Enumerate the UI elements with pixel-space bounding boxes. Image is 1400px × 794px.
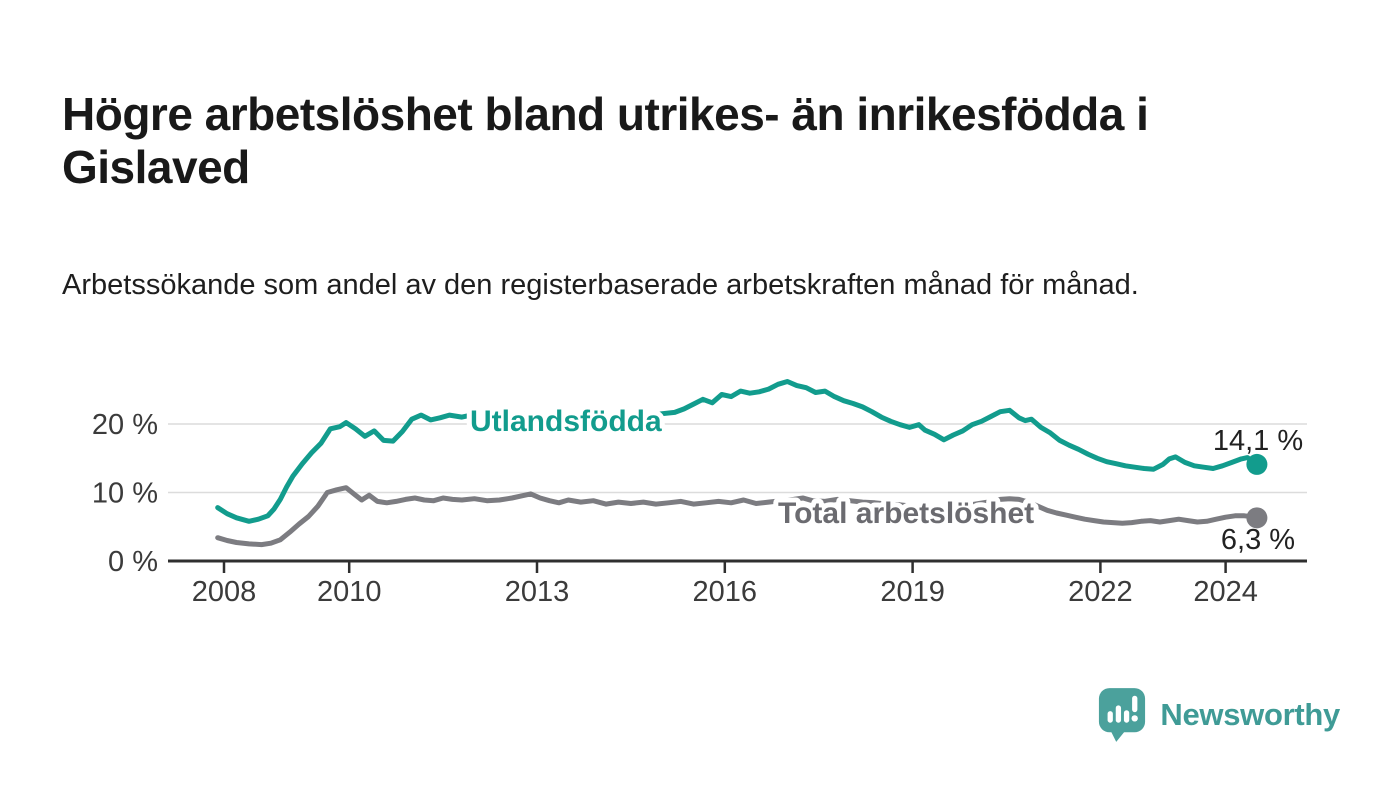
y-tick-label: 10 % — [92, 478, 158, 510]
x-tick-label: 2024 — [1193, 576, 1258, 608]
page-title: Högre arbetslöshet bland utrikes- än inr… — [62, 87, 1149, 193]
newsworthy-logo: Newsworthy — [1097, 684, 1340, 746]
x-tick-label: 2016 — [693, 576, 758, 608]
y-tick-label: 0 % — [108, 546, 158, 578]
newsworthy-logo-icon — [1099, 688, 1146, 742]
x-tick-label: 2022 — [1068, 576, 1133, 608]
x-tick-label: 2008 — [192, 576, 257, 608]
newsworthy-brand-text: Newsworthy — [1160, 697, 1340, 732]
series-end-dot — [1246, 453, 1268, 475]
x-tick-label: 2019 — [880, 576, 945, 608]
series-end-value: 6,3 % — [1221, 524, 1295, 556]
x-tick-label: 2010 — [317, 576, 382, 608]
y-tick-label: 20 % — [92, 409, 158, 441]
series-label: Utlandsfödda — [470, 405, 662, 438]
series-end-dot — [1246, 507, 1268, 529]
x-tick-label: 2013 — [505, 576, 570, 608]
series-line-utlandsf-dda — [215, 379, 1260, 524]
series-line-total-arbetsl-shet — [215, 485, 1260, 548]
chart-subtitle: Arbetssökande som andel av den registerb… — [62, 269, 1139, 301]
series-end-value: 14,1 % — [1213, 425, 1303, 457]
series-label: Total arbetslöshet — [778, 497, 1034, 530]
